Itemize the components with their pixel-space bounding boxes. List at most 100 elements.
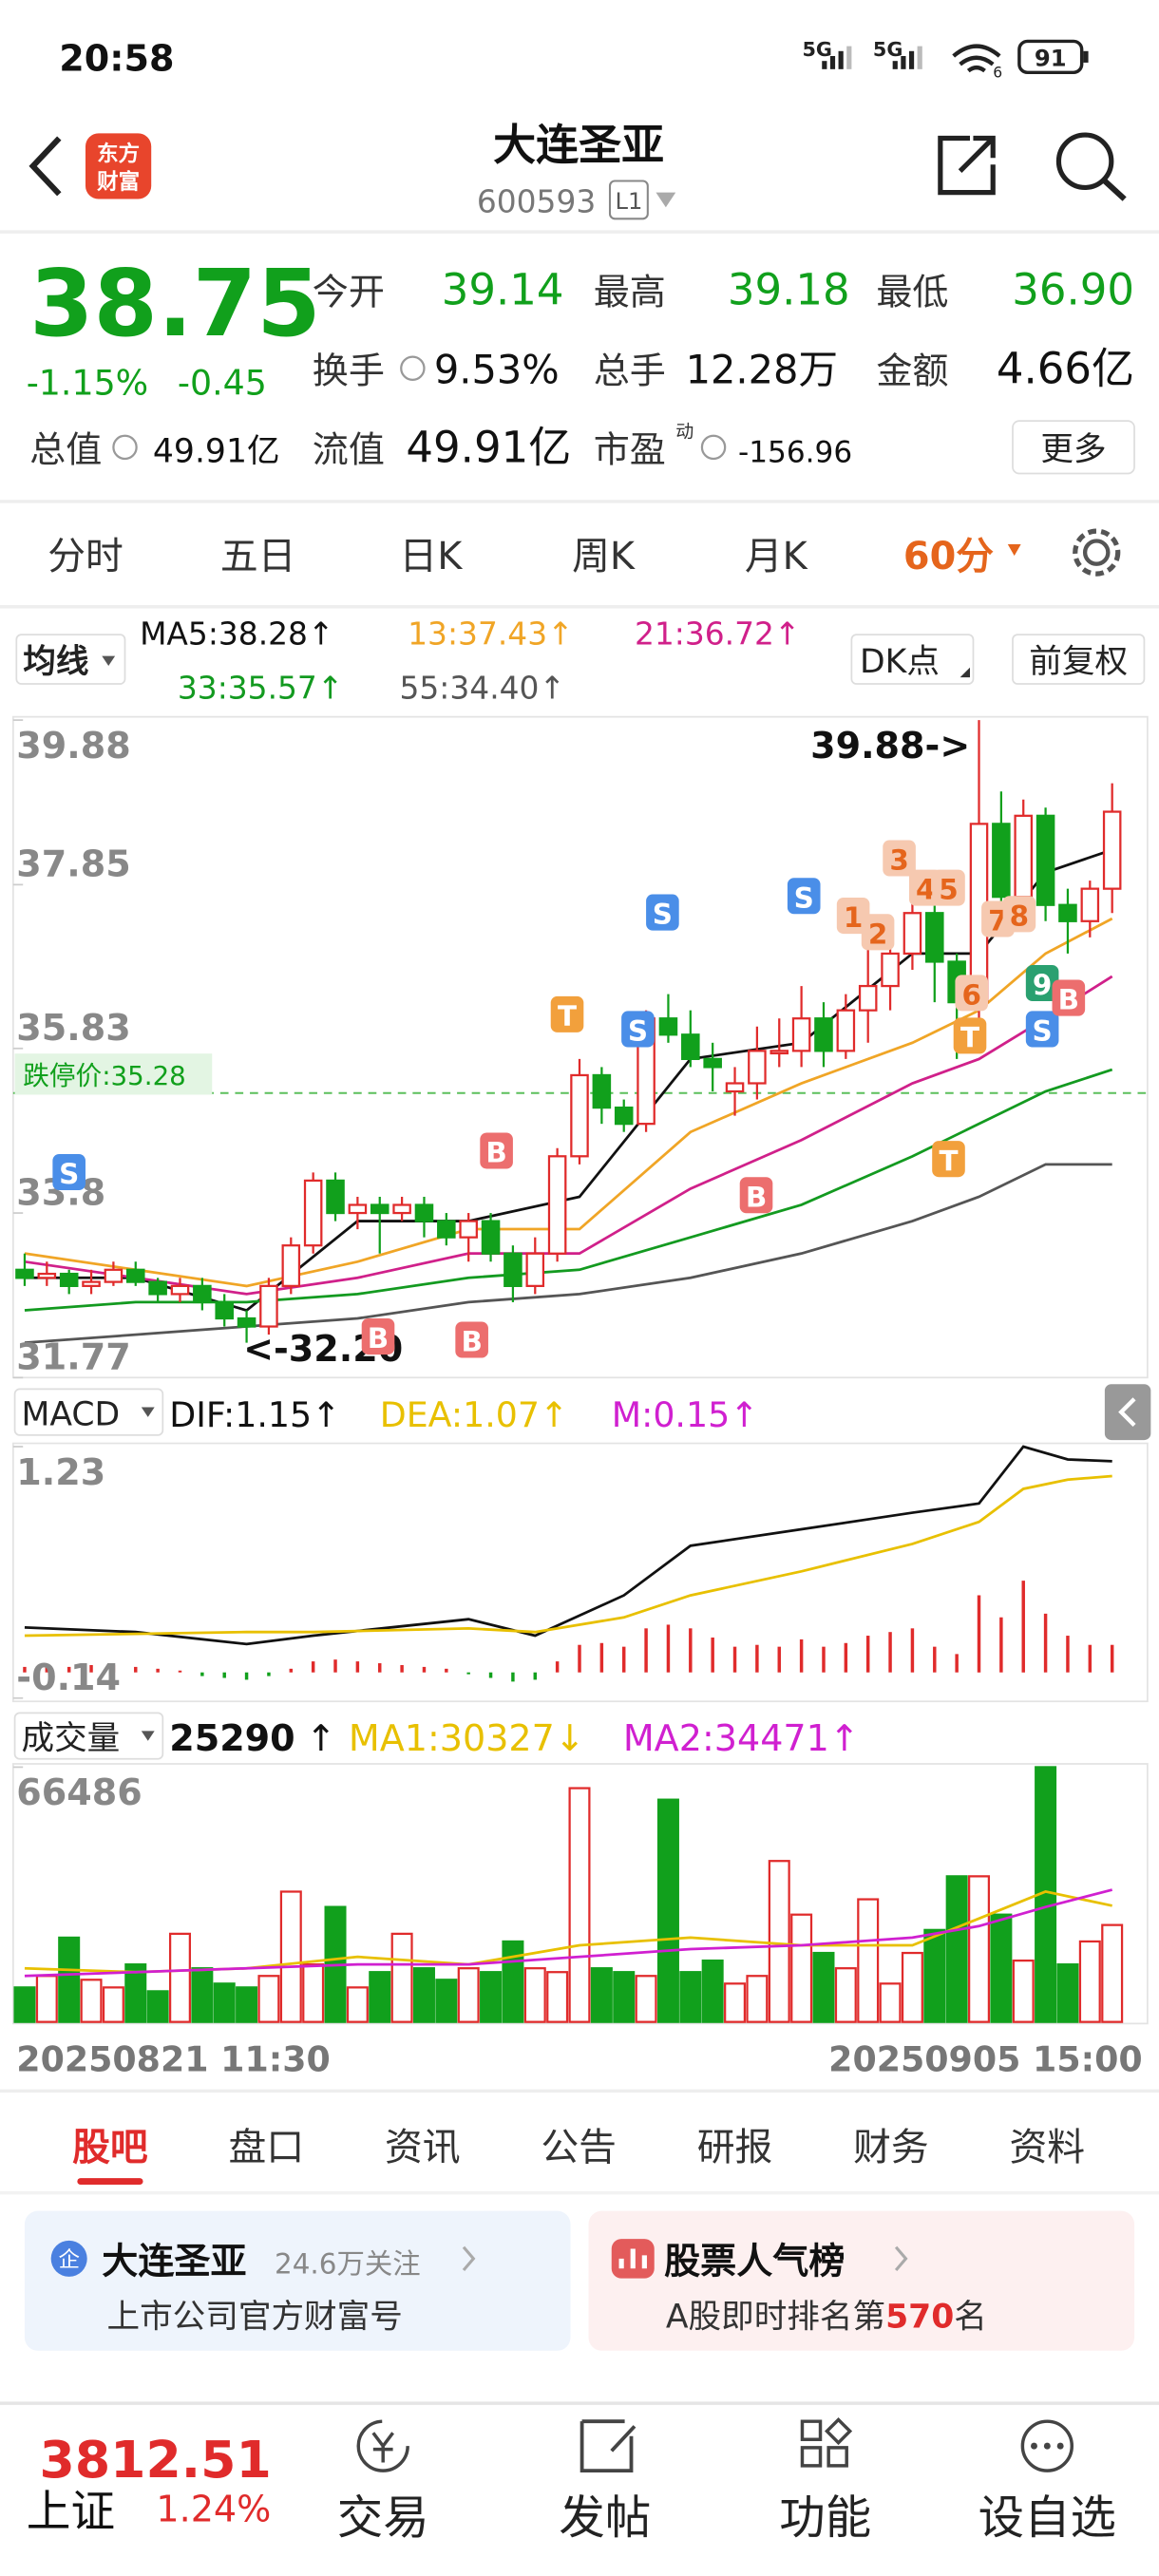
- footer-item[interactable]: 发帖: [559, 2491, 651, 2545]
- card[interactable]: [24, 2210, 571, 2351]
- period-tab[interactable]: 分时: [48, 535, 124, 578]
- content-tab[interactable]: 研报: [697, 2126, 773, 2169]
- battery: [1017, 39, 1084, 75]
- signal-label: S: [59, 1158, 79, 1190]
- adjust-label[interactable]: 前复权: [1029, 643, 1128, 681]
- legend-entry: 55:34.40↑: [400, 670, 566, 707]
- function-icon: [800, 2446, 823, 2468]
- signal-label: 8: [1010, 900, 1029, 932]
- period-tab[interactable]: 周K: [572, 535, 636, 578]
- y-tick-label: 39.88: [16, 725, 130, 767]
- signal-label: T: [939, 1145, 958, 1177]
- period-tab[interactable]: 月K: [745, 535, 808, 578]
- content-tab[interactable]: 公告: [541, 2126, 617, 2169]
- post-icon: [580, 2419, 636, 2472]
- index-value[interactable]: 3812.51: [40, 2430, 272, 2490]
- field-value: 49.91亿: [153, 432, 280, 470]
- volume-bar: [613, 1971, 636, 2023]
- signal-label: B: [485, 1137, 506, 1169]
- content-tab[interactable]: 盘口: [229, 2126, 305, 2169]
- field-label: 今开: [313, 271, 385, 313]
- candle-body: [791, 1017, 811, 1052]
- card[interactable]: [588, 2210, 1135, 2351]
- signal-label: B: [368, 1322, 389, 1354]
- volume-selector[interactable]: [13, 1712, 164, 1760]
- info-icon: [400, 355, 426, 382]
- field-label: 金额: [876, 350, 948, 391]
- volume-trend: ↑: [306, 1717, 336, 1759]
- period-tab[interactable]: 60分: [903, 535, 994, 578]
- x-label: 20250905 15:00: [828, 2039, 1143, 2080]
- footer-item[interactable]: 设自选: [978, 2491, 1116, 2545]
- content-tab[interactable]: 资讯: [385, 2126, 461, 2169]
- ma-line: [24, 917, 1113, 1288]
- candle-body: [348, 1203, 368, 1215]
- signal-badge: [480, 1132, 513, 1169]
- chevron: [894, 2245, 908, 2271]
- volume-bar: [1056, 1963, 1079, 2023]
- ma-line: [24, 1163, 1112, 1345]
- candle-body: [215, 1300, 234, 1320]
- period-tab[interactable]: 日K: [399, 535, 463, 578]
- signal-bar: [908, 50, 915, 69]
- candle-body: [392, 1203, 411, 1215]
- more-button[interactable]: [1012, 420, 1135, 475]
- search-icon[interactable]: [1055, 132, 1114, 191]
- field-label: 最低: [876, 271, 948, 313]
- volume-bar: [13, 1986, 36, 2023]
- volume-selector-label[interactable]: 成交量: [21, 1719, 120, 1757]
- x-label: 20250821 11:30: [16, 2039, 331, 2080]
- ma-line: [24, 975, 1113, 1296]
- dropdown: [102, 655, 116, 667]
- legend-entry: MA5:38.28↑: [140, 616, 333, 653]
- dk-label[interactable]: DK点: [860, 643, 940, 681]
- candle-body: [82, 1280, 101, 1287]
- content-tab[interactable]: 财务: [853, 2126, 929, 2169]
- candle-body: [1036, 814, 1055, 906]
- ma-selector[interactable]: [15, 634, 126, 685]
- signal-badge: [932, 1141, 965, 1178]
- footer-item[interactable]: 功能: [779, 2491, 871, 2545]
- field-label: 总手: [594, 350, 666, 391]
- settings-icon[interactable]: [1082, 539, 1111, 566]
- signal-label: 9: [1033, 969, 1052, 1001]
- volume-bar: [724, 1982, 747, 2023]
- period-tab[interactable]: 五日: [220, 535, 296, 578]
- candle-body: [15, 1268, 34, 1279]
- collapse-button[interactable]: [1104, 1384, 1151, 1441]
- volume-bar: [679, 1971, 702, 2023]
- wifi-sub: 6: [993, 64, 1002, 81]
- volume-bar: [390, 1932, 413, 2023]
- trade-icon: [356, 2419, 409, 2472]
- footer-item[interactable]: 交易: [337, 2491, 429, 2545]
- index-change: 1.24%: [156, 2489, 271, 2530]
- more-label[interactable]: 更多: [1040, 431, 1106, 469]
- candle-body: [1102, 810, 1122, 890]
- signal-bar: [892, 61, 898, 69]
- ma-selector-label[interactable]: 均线: [23, 643, 88, 681]
- yen-glyph: [371, 2432, 394, 2463]
- macd-selector-label[interactable]: MACD: [21, 1395, 120, 1433]
- y-tick-label: 37.85: [16, 843, 130, 885]
- candle-body: [814, 1017, 833, 1052]
- candle-body: [703, 1057, 722, 1069]
- content-tab[interactable]: 股吧: [72, 2126, 148, 2169]
- card-followers: 24.6万关注: [275, 2247, 421, 2280]
- macd-selector[interactable]: [13, 1388, 164, 1436]
- field-value: 4.66亿: [997, 343, 1134, 393]
- back-button[interactable]: [28, 136, 62, 197]
- signal-label: 3: [889, 844, 908, 877]
- level: L1: [615, 188, 642, 215]
- legend-entry: 13:37.43↑: [408, 616, 574, 653]
- candle-body: [414, 1203, 434, 1222]
- volume-bar: [901, 1951, 923, 2023]
- content-tab[interactable]: 资料: [1010, 2126, 1086, 2169]
- adjust-button[interactable]: [1012, 634, 1146, 685]
- volume-bar: [790, 1913, 813, 2023]
- candle-body: [437, 1220, 456, 1239]
- volume-current: 25290: [169, 1717, 294, 1759]
- volume-bar: [834, 1967, 857, 2023]
- card-title: 大连圣亚: [102, 2240, 246, 2282]
- dk-button[interactable]: [850, 634, 975, 685]
